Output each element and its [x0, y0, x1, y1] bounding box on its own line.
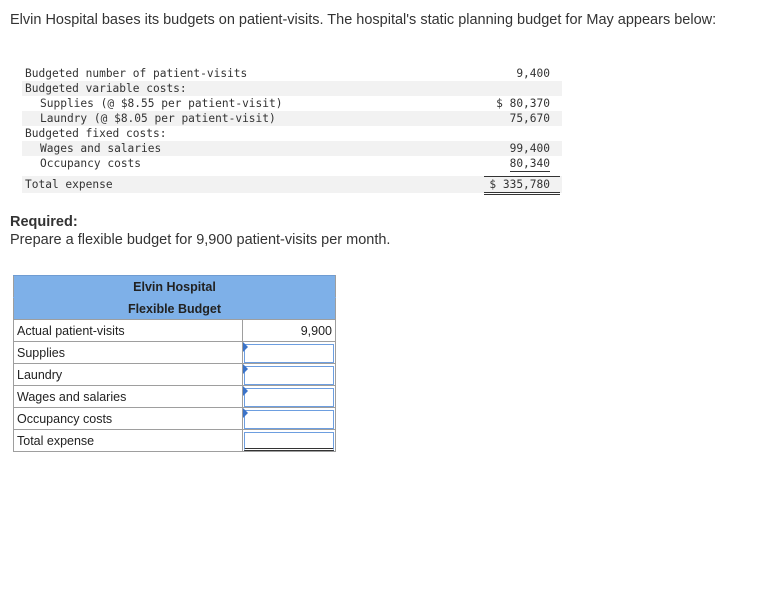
- static-row-label: Budgeted variable costs:: [25, 82, 187, 95]
- wages-salaries-input[interactable]: [244, 387, 334, 407]
- static-row: Occupancy costs 80,340: [22, 156, 562, 172]
- static-row-amount: $ 335,780: [484, 176, 560, 195]
- cell-marker-icon: [243, 342, 248, 352]
- static-row: Wages and salaries 99,400: [22, 141, 562, 156]
- laundry-label: Laundry: [13, 363, 243, 386]
- table-row: Wages and salaries: [13, 385, 336, 408]
- static-row-label: Supplies (@ $8.55 per patient-visit): [40, 97, 283, 110]
- cell-marker-icon: [243, 386, 248, 396]
- static-row-label: Occupancy costs: [40, 157, 142, 170]
- static-row: Budgeted variable costs:: [22, 81, 562, 96]
- table-row: Supplies: [13, 341, 336, 364]
- supplies-cell: [242, 341, 336, 364]
- occupancy-costs-label: Occupancy costs: [13, 407, 243, 430]
- cell-marker-icon: [243, 364, 248, 374]
- flexible-budget-title: Elvin Hospital: [13, 275, 336, 298]
- static-row-amount: $ 80,370: [496, 97, 550, 110]
- static-row-label: Total expense: [25, 178, 113, 191]
- total-expense-cell: [242, 429, 336, 452]
- static-row: Budgeted number of patient-visits 9,400: [22, 66, 562, 81]
- table-row: Total expense: [13, 429, 336, 452]
- supplies-input[interactable]: [244, 343, 334, 363]
- table-row: Actual patient-visits 9,900: [13, 319, 336, 342]
- wages-salaries-cell: [242, 385, 336, 408]
- cell-marker-icon: [243, 408, 248, 418]
- wages-salaries-label: Wages and salaries: [13, 385, 243, 408]
- required-instruction: Prepare a flexible budget for 9,900 pati…: [10, 232, 391, 248]
- supplies-label: Supplies: [13, 341, 243, 364]
- static-row-amount: 80,340: [509, 157, 550, 172]
- table-row: Laundry: [13, 363, 336, 386]
- patient-visits-label: Actual patient-visits: [13, 319, 243, 342]
- static-row-label: Laundry (@ $8.05 per patient-visit): [40, 112, 276, 125]
- static-row: Supplies (@ $8.55 per patient-visit) $ 8…: [22, 96, 562, 111]
- total-expense-input[interactable]: [244, 431, 334, 451]
- static-row-amount: 75,670: [509, 112, 550, 125]
- laundry-input[interactable]: [244, 365, 334, 385]
- patient-visits-value: 9,900: [242, 319, 336, 342]
- static-row-label: Budgeted number of patient-visits: [25, 67, 248, 80]
- static-row: Budgeted fixed costs:: [22, 126, 562, 141]
- static-row-amount: 99,400: [509, 142, 550, 155]
- static-row-amount: 9,400: [516, 67, 550, 80]
- problem-intro: Elvin Hospital bases its budgets on pati…: [10, 12, 717, 28]
- static-row-label: Budgeted fixed costs:: [25, 127, 167, 140]
- static-row-label: Wages and salaries: [40, 142, 162, 155]
- flexible-budget-table: Elvin Hospital Flexible Budget Actual pa…: [13, 275, 336, 452]
- total-expense-label: Total expense: [13, 429, 243, 452]
- static-budget-table: Budgeted number of patient-visits 9,400 …: [22, 66, 562, 195]
- occupancy-costs-input[interactable]: [244, 409, 334, 429]
- flexible-budget-subtitle: Flexible Budget: [13, 297, 336, 320]
- laundry-cell: [242, 363, 336, 386]
- static-total-row: Total expense $ 335,780: [22, 176, 562, 195]
- required-heading: Required:: [10, 214, 78, 230]
- occupancy-costs-cell: [242, 407, 336, 430]
- table-row: Occupancy costs: [13, 407, 336, 430]
- static-row: Laundry (@ $8.05 per patient-visit) 75,6…: [22, 111, 562, 126]
